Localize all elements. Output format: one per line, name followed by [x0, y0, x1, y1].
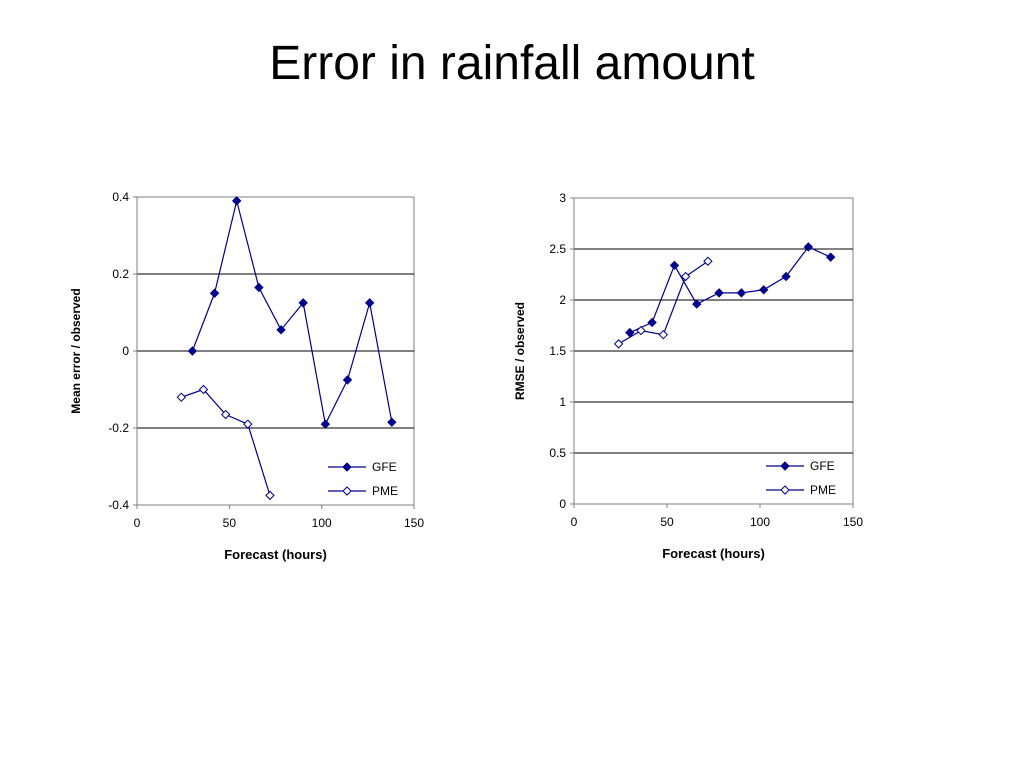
x-tick-label: 0: [134, 516, 141, 530]
data-point-gfe: [298, 298, 308, 308]
data-point-gfe: [781, 271, 791, 282]
y-tick-label: 0: [122, 344, 129, 358]
y-tick-label: -0.2: [108, 421, 129, 435]
data-point-gfe: [342, 375, 353, 385]
x-tick-label: 50: [223, 516, 237, 530]
legend-label: PME: [372, 484, 398, 498]
data-point-pme: [265, 490, 275, 501]
legend-label: PME: [810, 483, 836, 497]
y-tick-label: 0: [559, 497, 566, 511]
data-point-gfe: [320, 419, 331, 429]
data-point-gfe: [647, 317, 657, 328]
legend-marker: [342, 462, 352, 472]
legend-marker: [780, 485, 790, 495]
series-line-gfe: [191, 200, 393, 427]
legend-marker: [780, 461, 790, 471]
data-point-gfe: [387, 417, 397, 427]
y-tick-label: 2: [559, 293, 566, 307]
y-tick-label: 1: [559, 395, 566, 409]
data-point-gfe: [759, 285, 769, 295]
data-point-gfe: [736, 288, 747, 298]
x-axis-title: Forecast (hours): [662, 546, 765, 561]
y-tick-label: 2.5: [549, 242, 566, 256]
legend-label: GFE: [372, 460, 397, 474]
y-tick-label: 0.5: [549, 446, 566, 460]
data-point-pme: [613, 339, 624, 349]
series-line-gfe: [629, 246, 831, 334]
x-tick-label: 150: [404, 516, 424, 530]
y-tick-label: 0.4: [112, 190, 129, 204]
y-tick-label: -0.4: [108, 498, 129, 512]
data-point-gfe: [254, 282, 264, 293]
legend-label: GFE: [810, 459, 835, 473]
slide-title: Error in rainfall amount: [269, 37, 755, 90]
y-axis-title: RMSE / observed: [513, 302, 527, 400]
data-point-gfe: [714, 288, 724, 298]
data-point-gfe: [209, 288, 220, 298]
data-point-gfe: [669, 260, 680, 271]
data-point-pme: [658, 329, 668, 340]
x-tick-label: 100: [312, 516, 332, 530]
data-point-gfe: [692, 299, 702, 309]
legend-marker: [342, 486, 352, 496]
x-tick-label: 0: [571, 515, 578, 529]
data-point-gfe: [232, 196, 242, 206]
y-axis-title: Mean error / observed: [69, 288, 83, 413]
x-tick-label: 50: [660, 515, 674, 529]
y-tick-label: 3: [559, 191, 566, 205]
data-point-pme: [636, 325, 646, 336]
data-point-pme: [703, 256, 713, 266]
y-tick-label: 0.2: [112, 267, 129, 281]
x-tick-label: 100: [750, 515, 770, 529]
data-point-gfe: [364, 298, 375, 308]
data-point-gfe: [187, 346, 198, 356]
data-point-gfe: [276, 325, 286, 335]
x-axis-title: Forecast (hours): [224, 547, 327, 562]
data-point-gfe: [825, 252, 836, 262]
y-tick-label: 1.5: [549, 344, 566, 358]
data-point-pme: [220, 409, 231, 420]
data-point-gfe: [803, 242, 814, 252]
data-point-pme: [176, 392, 187, 402]
data-point-pme: [243, 419, 253, 429]
x-tick-label: 150: [843, 515, 863, 529]
data-point-pme: [680, 271, 691, 282]
data-point-pme: [198, 384, 209, 395]
